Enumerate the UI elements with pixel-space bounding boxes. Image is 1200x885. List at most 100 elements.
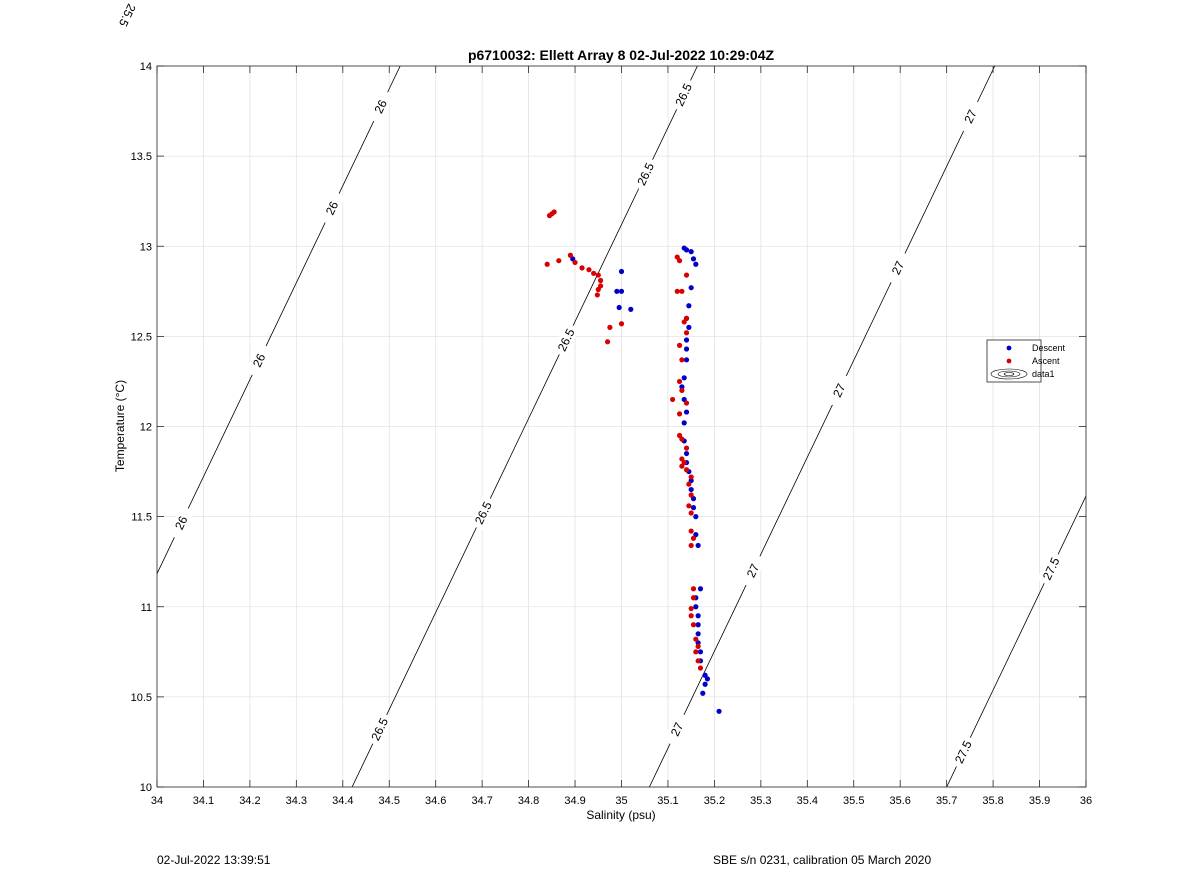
isopycnal-label-bg bbox=[631, 156, 659, 192]
isopycnal-label-group: 27 bbox=[956, 98, 984, 134]
isopycnal-label-bg bbox=[949, 734, 977, 770]
descent-point bbox=[628, 306, 634, 312]
descent-point bbox=[683, 450, 690, 457]
ascent-point bbox=[690, 595, 697, 601]
x-tick-label: 34.6 bbox=[425, 795, 446, 807]
ascent-point bbox=[591, 270, 597, 276]
x-tick-label: 34.5 bbox=[379, 795, 400, 807]
isopycnal-label: 27 bbox=[961, 107, 980, 125]
ascent-point bbox=[688, 613, 694, 619]
legend: Descent Ascent data1 bbox=[986, 339, 1066, 383]
descent-point bbox=[695, 542, 701, 549]
descent-point bbox=[690, 505, 697, 511]
ascent-point bbox=[688, 542, 694, 549]
ascent-point bbox=[595, 272, 601, 278]
ascent-point bbox=[681, 319, 687, 325]
x-tick-label: 34.8 bbox=[518, 795, 539, 807]
isopycnal-label-group: 27 bbox=[883, 249, 912, 286]
descent-point bbox=[618, 268, 625, 275]
isopycnal-label: 26 bbox=[372, 97, 391, 115]
y-axis-ticks: 10 10.5 11 11.5 12 12.5 13 13.5 14 bbox=[131, 61, 1086, 794]
isopycnal-label: 26 bbox=[172, 514, 191, 532]
ascent-point bbox=[688, 528, 694, 534]
ascent-point bbox=[693, 649, 699, 655]
isopycnal-label-bg bbox=[317, 190, 346, 226]
isopycnal-label-group: 27 bbox=[738, 552, 767, 589]
x-tick-label: 34.4 bbox=[332, 795, 353, 807]
ascent-point bbox=[697, 665, 704, 671]
legend-label-data1: data1 bbox=[1032, 369, 1055, 379]
isopycnal-label-bg bbox=[365, 711, 393, 747]
ascent-point bbox=[669, 396, 676, 403]
y-tick-label: 13.5 bbox=[131, 151, 152, 163]
ascent-point bbox=[679, 463, 685, 469]
isopycnal-label-group: 26 bbox=[167, 505, 195, 541]
descent-point bbox=[695, 631, 701, 637]
legend-contour-marker-inner bbox=[997, 370, 1021, 378]
ascent-point bbox=[693, 636, 699, 642]
x-tick-label: 34.2 bbox=[239, 795, 260, 807]
descent-point bbox=[618, 288, 625, 294]
isopycnal-label: 27 bbox=[744, 561, 763, 579]
isopycnal-label-bg bbox=[956, 98, 984, 134]
isopycnal-label: 27 bbox=[889, 259, 908, 277]
descent-point bbox=[616, 304, 622, 311]
descent-point bbox=[681, 420, 687, 426]
x-tick-label: 34.9 bbox=[564, 795, 585, 807]
descent-point bbox=[614, 288, 620, 294]
ascent-point bbox=[572, 259, 578, 266]
x-tick-label: 34.3 bbox=[286, 795, 307, 807]
ascent-point bbox=[594, 292, 600, 298]
isopycnal-label-bg bbox=[552, 322, 580, 358]
descent-point bbox=[683, 357, 690, 363]
x-tick-label: 35.8 bbox=[982, 795, 1003, 807]
isopycnal-label-group: 27 bbox=[825, 372, 853, 408]
density-contour-labels: 25.52626262626.526.526.526.526.527272727… bbox=[114, 0, 1065, 770]
footer-instrument-info: SBE s/n 0231, calibration 05 March 2020 bbox=[713, 853, 932, 867]
legend-box bbox=[986, 339, 1042, 383]
ascent-point bbox=[618, 321, 625, 327]
y-tick-label: 10 bbox=[140, 782, 152, 794]
ascent-point bbox=[683, 400, 690, 406]
isopycnal-label: 27 bbox=[668, 720, 687, 738]
descent-point bbox=[686, 324, 692, 330]
chart-title: p6710032: Ellett Array 8 02-Jul-2022 10:… bbox=[468, 47, 775, 63]
x-tick-label: 35 bbox=[615, 795, 627, 807]
descent-point bbox=[683, 337, 690, 343]
descent-point bbox=[695, 622, 701, 628]
y-axis-label: Temperature (°C) bbox=[113, 380, 127, 472]
descent-point bbox=[697, 586, 704, 592]
isopycnal-label-bg bbox=[883, 249, 912, 286]
footer-timestamp: 02-Jul-2022 13:39:51 bbox=[157, 853, 271, 867]
isopycnal-label: 27 bbox=[830, 381, 849, 399]
ascent-point bbox=[688, 510, 694, 516]
ascent-point bbox=[695, 658, 701, 664]
descent-point bbox=[681, 375, 687, 381]
x-tick-label: 35.1 bbox=[657, 795, 678, 807]
isopycnal-line bbox=[649, 66, 996, 787]
isopycnal-label-group: 26 bbox=[366, 88, 394, 125]
ascent-point bbox=[595, 286, 601, 293]
ascent-point bbox=[597, 277, 604, 284]
ascent-point bbox=[679, 436, 685, 442]
grid-lines bbox=[156, 65, 1087, 788]
descent-point bbox=[700, 690, 706, 696]
isopycnal-label-bg bbox=[167, 505, 195, 541]
isopycnal-label: 26 bbox=[323, 199, 342, 217]
ascent-point bbox=[607, 324, 613, 330]
y-tick-label: 11.5 bbox=[131, 512, 152, 524]
descent-point bbox=[679, 384, 685, 390]
ascent-point bbox=[544, 261, 550, 267]
ascent-point bbox=[551, 209, 557, 215]
descent-point bbox=[683, 346, 690, 352]
ascent-point bbox=[683, 467, 690, 473]
ascent-point bbox=[679, 387, 685, 394]
isopycnal-label-group: 26.5 bbox=[365, 711, 393, 747]
isopycnal-label-group: 26 bbox=[245, 342, 273, 378]
x-tick-label: 34.7 bbox=[471, 795, 492, 807]
x-tick-label: 34 bbox=[151, 795, 163, 807]
ascent-point bbox=[690, 586, 697, 592]
descent-point bbox=[686, 303, 692, 309]
isopycnal-label-group: 26.5 bbox=[469, 495, 497, 531]
ascent-point bbox=[688, 492, 694, 498]
